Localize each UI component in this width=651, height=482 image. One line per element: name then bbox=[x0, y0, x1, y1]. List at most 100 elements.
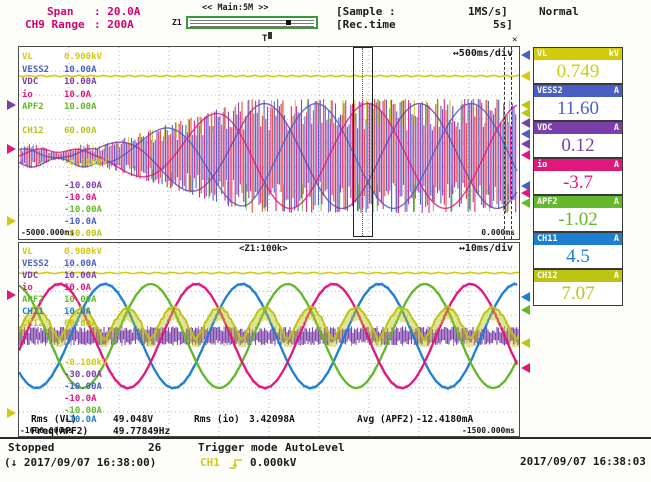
trigger-position-marker: T bbox=[262, 32, 273, 44]
channel-neg-scale: -10.0A bbox=[64, 217, 97, 227]
zoom-waveform-plot bbox=[19, 243, 519, 436]
zoom-time-right: -1500.000ms bbox=[462, 426, 515, 435]
card-value: 0.12 bbox=[561, 135, 595, 156]
card-unit: kV bbox=[608, 49, 619, 59]
channel-scale-io: 10.0A bbox=[64, 89, 92, 100]
rec-time-label: [Rec.time bbox=[336, 18, 396, 31]
channel-name-vdc: VDC bbox=[22, 77, 39, 87]
zoom-window-box bbox=[353, 47, 373, 237]
card-unit: A bbox=[613, 160, 619, 170]
channel-neg-scale: -10.0A bbox=[64, 193, 97, 203]
channel-marker-right bbox=[521, 139, 530, 149]
channel-scale-apf2: 10.00A bbox=[64, 102, 97, 112]
span-value: : 20.0A bbox=[94, 5, 141, 18]
card-unit: A bbox=[613, 197, 619, 207]
acquisition-start-time: (↓ 2017/09/07 16:38:00) bbox=[4, 456, 157, 469]
channel-marker-right bbox=[521, 181, 530, 191]
zoom-timebase: ↔10ms/div bbox=[458, 243, 513, 254]
channel-marker-right bbox=[521, 118, 530, 128]
card-header: CH12 A bbox=[534, 270, 622, 282]
card-channel-name: CH11 bbox=[537, 234, 558, 244]
channel-scale-ch11: 10.0A bbox=[64, 307, 92, 317]
channel-card-vdc: VDC A 0.12 bbox=[533, 121, 623, 158]
channel-scale-vl: 0.900kV bbox=[64, 52, 102, 62]
channel-marker-right bbox=[521, 129, 530, 139]
channel-neg-scale: -10.0A bbox=[64, 415, 97, 425]
card-header: CH11 A bbox=[534, 233, 622, 245]
cursor-line-2 bbox=[511, 47, 512, 239]
channel-card-ch12: CH12 A 7.07 bbox=[533, 269, 623, 306]
zoom-waveform-panel: <Z1:100k> ↔10ms/div -1600.000ms -1500.00… bbox=[18, 242, 520, 437]
channel-marker-right bbox=[521, 50, 530, 60]
channel-name-ch12: CH12 bbox=[22, 319, 44, 329]
current-datetime: 2017/09/07 16:38:03 bbox=[520, 455, 646, 468]
channel-scale-vess2: 10.00A bbox=[64, 259, 97, 269]
span-label: Span bbox=[47, 5, 74, 18]
channel-marker-left bbox=[7, 216, 16, 226]
channel-name-vess2: VESS2 bbox=[22, 64, 50, 75]
zoom-time-left: -1600.000ms bbox=[20, 426, 73, 435]
channel-name-vl: VL bbox=[22, 52, 33, 62]
trigger-mode-value: AutoLevel bbox=[285, 441, 345, 454]
channel-scale-vess2: 10.00A bbox=[64, 64, 97, 75]
acquisition-count: 26 bbox=[148, 441, 162, 454]
measurement-label: Rms (VL) bbox=[31, 414, 77, 425]
measurement-label: Freq(APF2) bbox=[31, 426, 89, 437]
ch9-range-value: : 200A bbox=[94, 18, 134, 31]
channel-scale-vdc: 10.00A bbox=[64, 271, 97, 281]
card-header: VDC A bbox=[534, 122, 622, 134]
channel-name-apf2: APF2 bbox=[22, 102, 44, 112]
card-unit: A bbox=[613, 86, 619, 96]
card-header: VESS2 A bbox=[534, 85, 622, 97]
card-channel-name: CH12 bbox=[537, 271, 558, 281]
card-value: -1.02 bbox=[558, 209, 598, 230]
channel-marker-right bbox=[521, 108, 530, 118]
channel-marker-right bbox=[521, 292, 530, 302]
channel-name-io: io bbox=[22, 89, 33, 100]
channel-marker-right bbox=[521, 198, 530, 208]
main-time-right: 0.000ms bbox=[481, 228, 515, 237]
channel-name-vess2: VESS2 bbox=[22, 259, 50, 269]
channel-neg-scale: -60.00A bbox=[64, 229, 102, 239]
channel-name-ch12: CH12 bbox=[22, 126, 44, 136]
card-header: io A bbox=[534, 159, 622, 171]
channel-marker-right bbox=[521, 188, 530, 198]
measurement-value: 49.77849Hz bbox=[113, 426, 171, 437]
sample-value: 1MS/s] bbox=[468, 5, 508, 18]
channel-card-vl: VL kV 0.749 bbox=[533, 47, 623, 84]
channel-marker-right bbox=[521, 305, 530, 315]
measurement-value: -12.4180mA bbox=[416, 414, 474, 425]
measurement-label: Rms (io) bbox=[194, 414, 240, 425]
card-channel-name: VESS2 bbox=[537, 86, 563, 96]
channel-name-io: io bbox=[22, 283, 33, 293]
measurement-label: Avg (APF2) bbox=[357, 414, 415, 425]
main-time-left: -5000.000ms bbox=[21, 228, 74, 237]
channel-neg-scale: -10.00A bbox=[64, 205, 102, 215]
trigger-level: 0.000kV bbox=[250, 456, 297, 469]
channel-name-ch11: CH11 bbox=[22, 307, 44, 317]
channel-scale-ch12: 60.00A bbox=[64, 319, 97, 329]
card-unit: A bbox=[613, 234, 619, 244]
channel-scale-apf2: 10.00A bbox=[64, 295, 97, 305]
card-value: 11.60 bbox=[556, 98, 600, 119]
channel-marker-right bbox=[521, 338, 530, 348]
card-value: 4.5 bbox=[566, 246, 590, 267]
trigger-mode-label: Trigger mode bbox=[198, 441, 278, 454]
channel-marker-right bbox=[521, 71, 530, 81]
main-waveform-plot bbox=[19, 47, 519, 239]
channel-scale-io: 10.0A bbox=[64, 283, 92, 293]
channel-card-io: io A -3.7 bbox=[533, 158, 623, 195]
channel-name-vl: VL bbox=[22, 247, 33, 257]
channel-neg-scale: -10.0A bbox=[64, 394, 97, 404]
card-header: APF2 A bbox=[534, 196, 622, 208]
channel-neg-scale: -30.00A bbox=[64, 370, 102, 380]
acquisition-mode: Normal bbox=[539, 5, 579, 18]
channel-card-vess2: VESS2 A 11.60 bbox=[533, 84, 623, 121]
channel-neg-scale: -10.00A bbox=[64, 382, 102, 392]
channel-marker-left bbox=[7, 290, 16, 300]
card-unit: A bbox=[613, 271, 619, 281]
cursor-cross-marker: ✕ bbox=[512, 35, 518, 45]
channel-marker-right bbox=[521, 363, 530, 373]
sample-label: [Sample : bbox=[336, 5, 396, 18]
